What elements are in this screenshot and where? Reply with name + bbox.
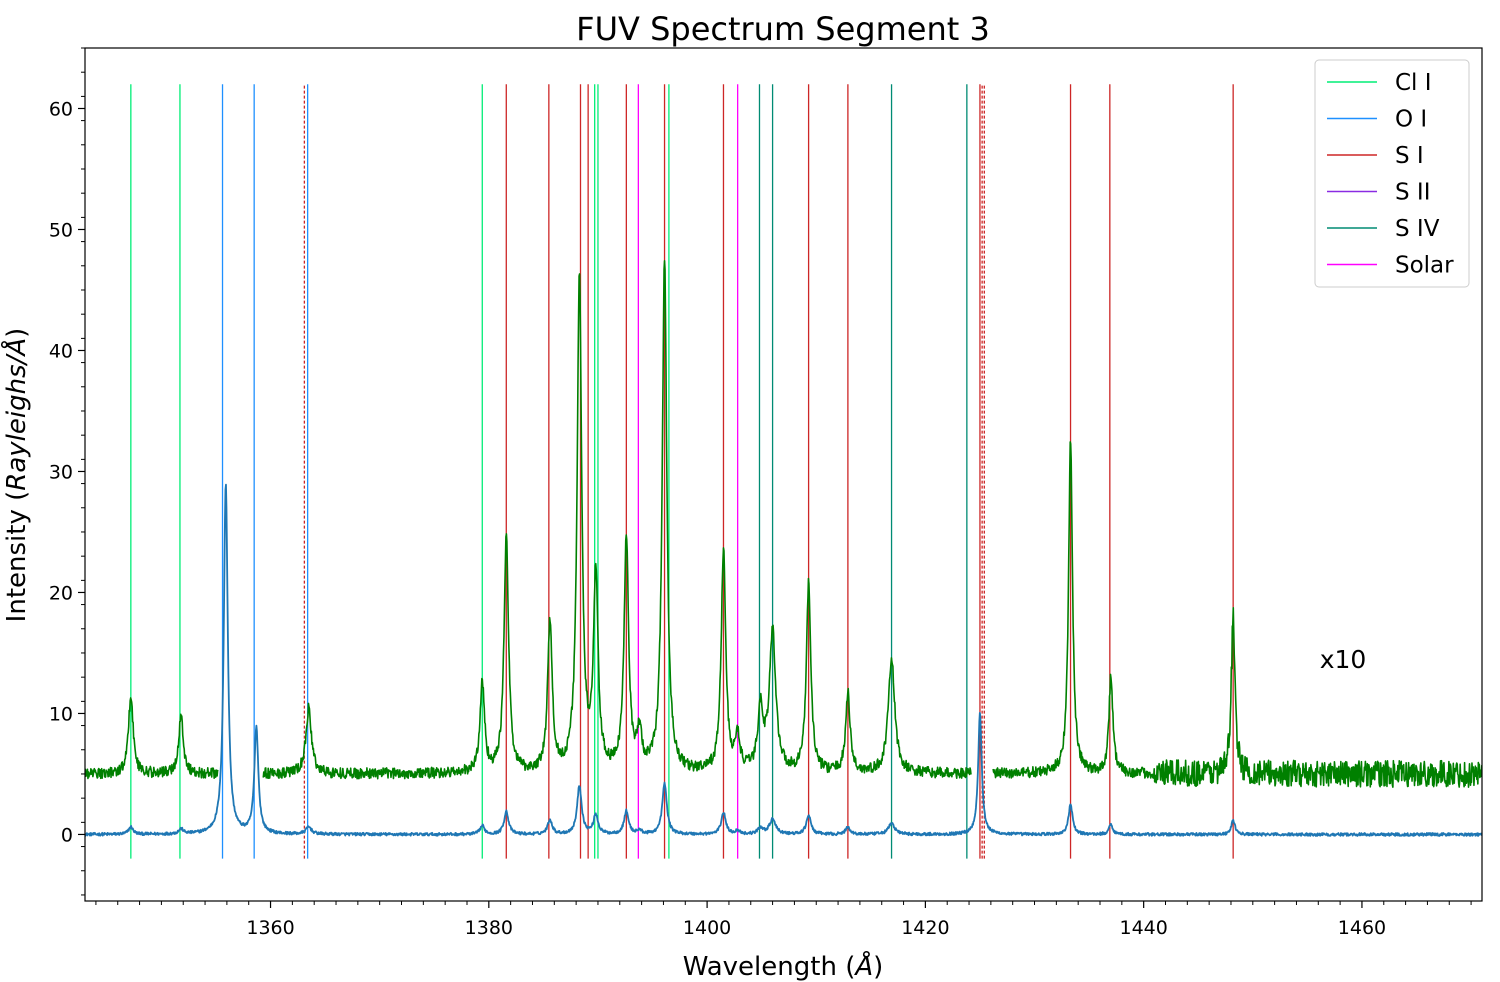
legend-label: Cl I [1395, 70, 1432, 96]
x-tick-label: 1420 [901, 917, 949, 939]
x-tick-label: 1440 [1119, 917, 1167, 939]
legend-label: S II [1395, 180, 1430, 206]
legend-label: S I [1395, 143, 1424, 169]
x-tick-label: 1380 [465, 917, 513, 939]
axis-ticks: 1360 1380 1400 1420 1440 1460 0 10 20 30 40 50 60 [49, 47, 1472, 939]
x-axis-label: Wavelength (Å) [683, 950, 884, 982]
x-tick-label: 1460 [1338, 917, 1386, 939]
chart-title: FUV Spectrum Segment 3 [576, 10, 990, 48]
legend-label: Solar [1395, 253, 1454, 279]
x-tick-label: 1360 [246, 917, 294, 939]
spectrum-series-2 [85, 259, 1482, 788]
y-tick-label: 40 [49, 340, 73, 362]
legend-label: O I [1395, 107, 1427, 133]
legend: Cl I O I S I S II S IV Solar [1314, 59, 1470, 288]
y-tick-label: 30 [49, 461, 73, 483]
y-tick-label: 50 [49, 219, 73, 241]
x-tick-label: 1400 [683, 917, 731, 939]
legend-box [1314, 59, 1470, 288]
plot-frame [84, 47, 1483, 902]
y-axis-label: Intensity (Rayleighs/Å) [0, 328, 32, 623]
plot-area [85, 84, 1482, 859]
y-tick-label: 20 [49, 582, 73, 604]
legend-label: S IV [1395, 216, 1440, 242]
scale-annotation: x10 [1320, 645, 1367, 674]
y-tick-label: 60 [49, 98, 73, 120]
spectrum-series-1 [85, 483, 1482, 837]
y-tick-label: 10 [49, 703, 73, 725]
plot-inner [85, 84, 1482, 859]
y-tick-label: 0 [61, 824, 73, 846]
